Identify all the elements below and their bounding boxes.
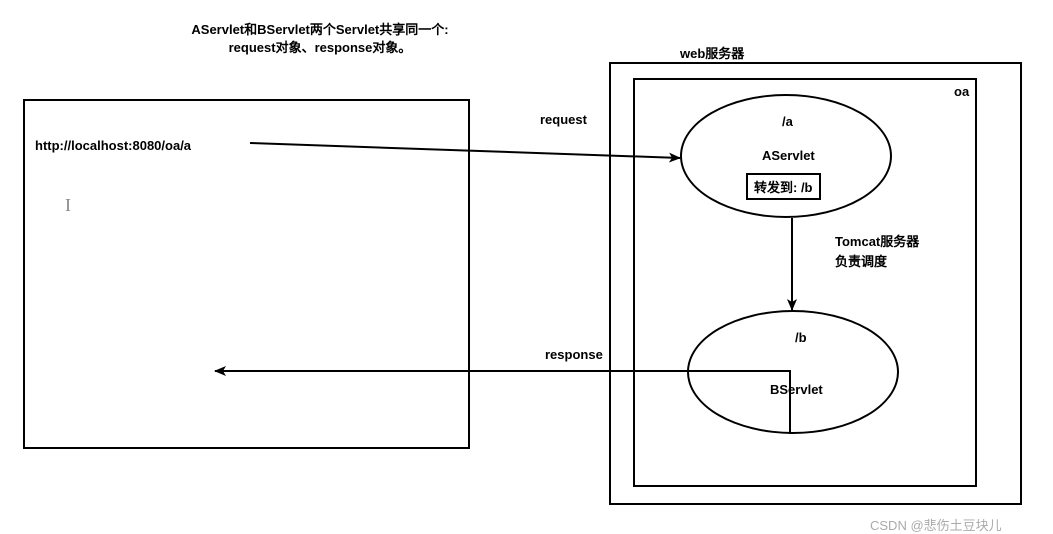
caption: AServlet和BServlet两个Servlet共享同一个: request… <box>190 21 450 57</box>
internal-arrow-label-line2: 负责调度 <box>835 252 919 272</box>
client-url-text: http://localhost:8080/oa/a <box>35 138 191 153</box>
request-arrow-label: request <box>540 112 587 127</box>
node-a-forward-box: 转发到: /b <box>746 173 821 200</box>
caption-line2: request对象、response对象。 <box>190 39 450 57</box>
node-a-name: AServlet <box>762 148 815 163</box>
internal-arrow-label-line1: Tomcat服务器 <box>835 232 919 252</box>
response-arrow-label: response <box>545 347 603 362</box>
node-b-ellipse <box>687 310 899 434</box>
text-cursor-icon: I <box>65 195 71 216</box>
server-label: web服务器 <box>680 43 744 62</box>
watermark-text: CSDN @悲伤土豆块儿 <box>870 515 1002 534</box>
caption-line1: AServlet和BServlet两个Servlet共享同一个: <box>190 21 450 39</box>
node-b-path: /b <box>795 330 807 345</box>
node-b-name: BServlet <box>770 382 823 397</box>
internal-arrow-label: Tomcat服务器 负责调度 <box>835 232 919 271</box>
node-a-path: /a <box>782 114 793 129</box>
